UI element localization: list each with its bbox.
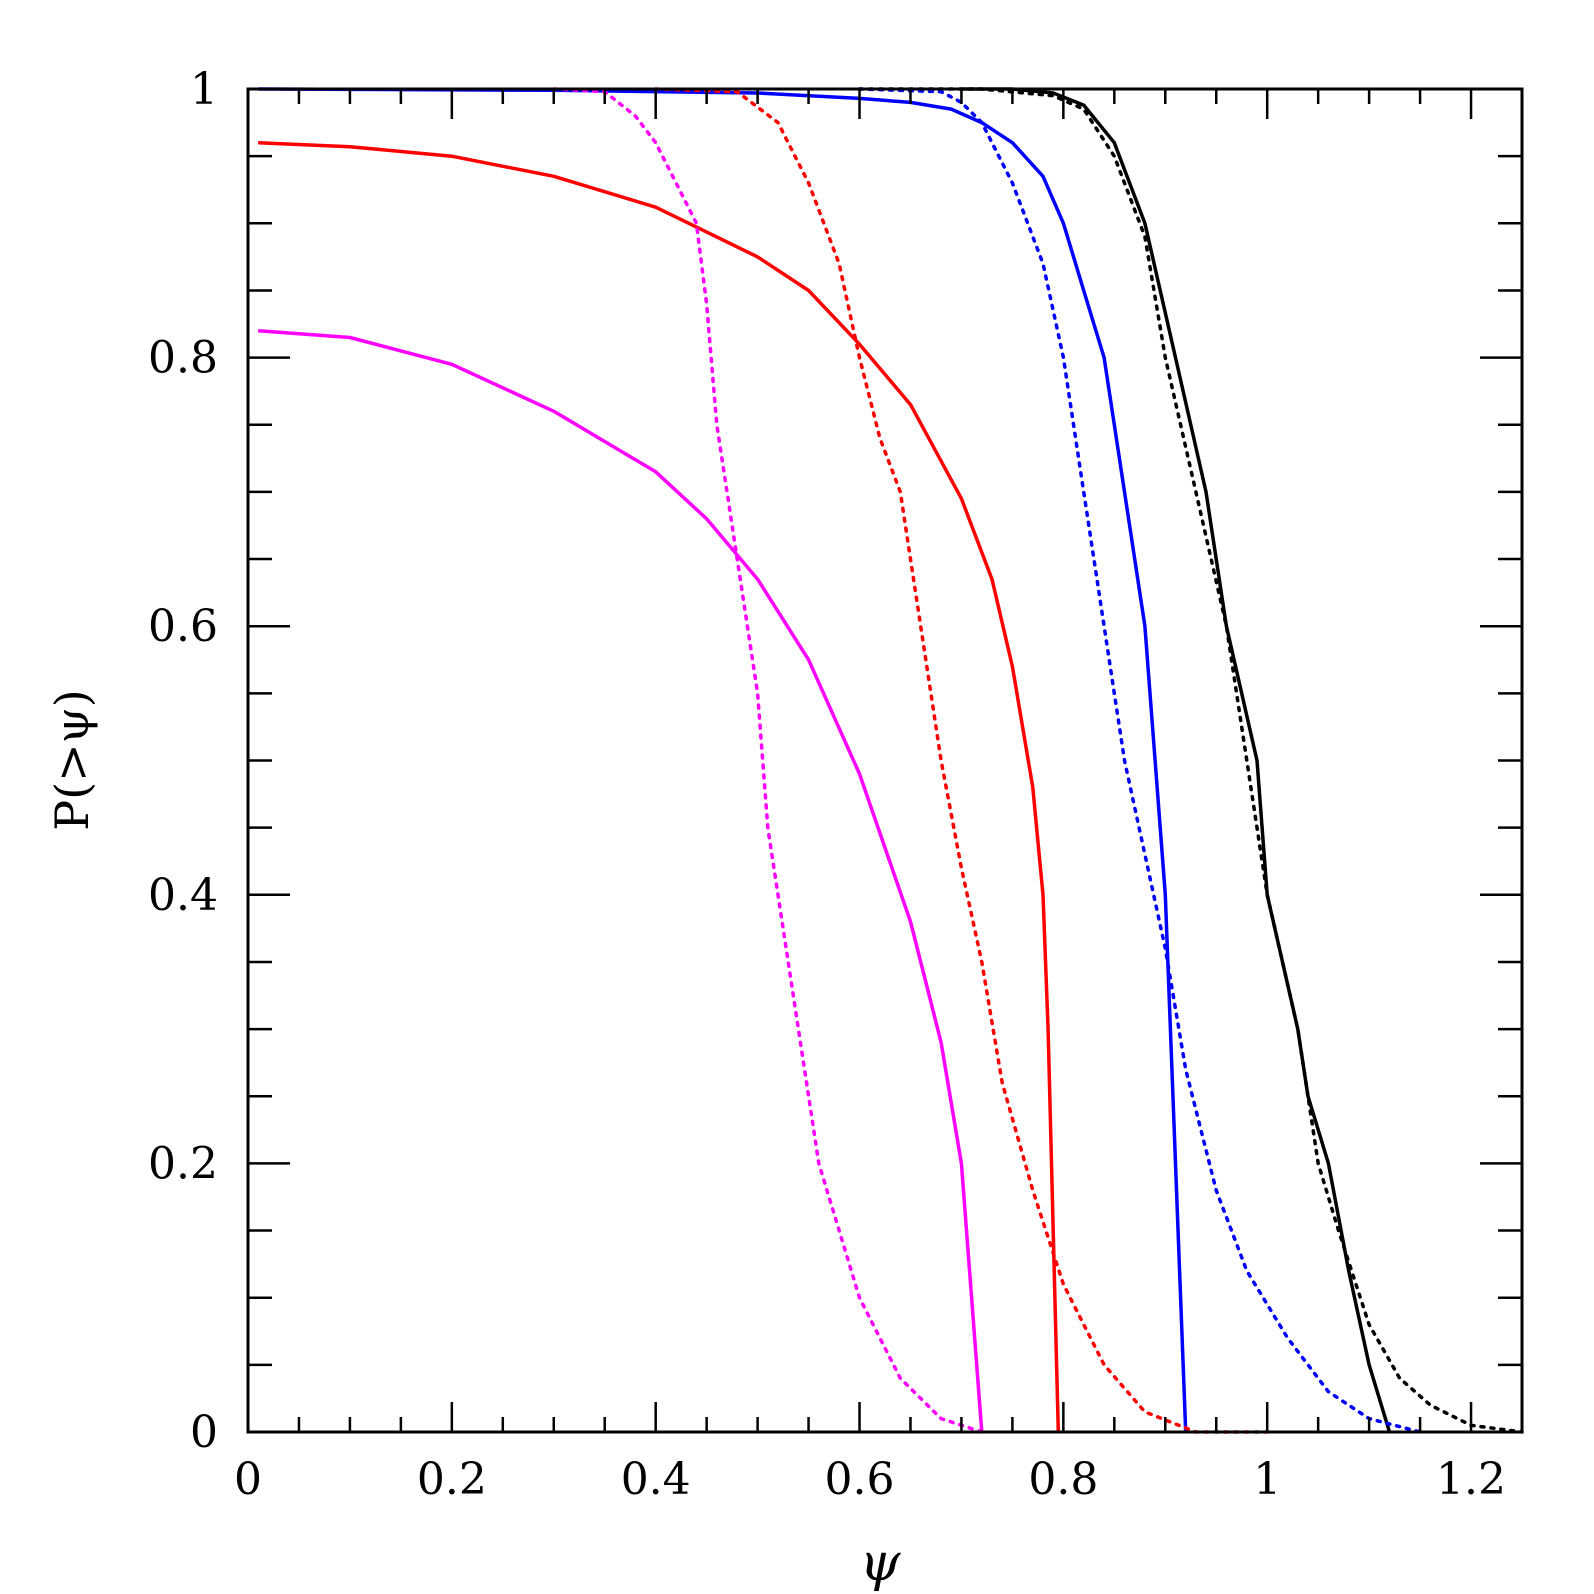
ticks-layer [246,87,1524,1434]
x-tick-label: 0.6 [825,1454,895,1505]
y-axis-title: P(>ψ) [45,689,99,830]
series-line-1 [961,87,1392,1433]
x-tick-label: 1.2 [1436,1454,1506,1505]
series-line-3 [258,87,1188,1433]
y-tick-label: 0 [190,1407,218,1458]
series-layer [258,87,1524,1434]
series-line-6 [653,87,1269,1434]
series-line-7 [258,328,984,1433]
y-tick-label: 0.4 [148,870,218,921]
x-axis-title: ψ [860,1533,902,1593]
series-line-2 [857,87,1524,1434]
plot-frame [246,87,1524,1434]
y-tick-label: 0.6 [148,601,218,652]
y-tick-label: 0.2 [148,1138,218,1189]
series-line-8 [552,87,984,1434]
y-tick-label: 1 [190,64,218,115]
x-tick-label: 1 [1253,1454,1281,1505]
y-tick-label: 0.8 [148,333,218,384]
series-line-5 [258,140,1061,1433]
x-tick-label: 0 [234,1454,262,1505]
series-line-4 [857,87,1422,1434]
tick-labels: 0 0.2 0.4 0.6 0.8 1 1.2 0 0.2 0.4 0.6 0.8 1 [148,64,1506,1505]
x-tick-label: 0.2 [417,1454,487,1505]
x-tick-label: 0.8 [1028,1454,1098,1505]
x-tick-label: 0.4 [621,1454,691,1505]
